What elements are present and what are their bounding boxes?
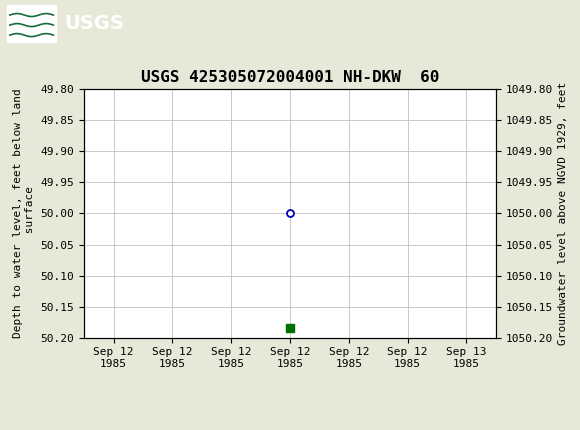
Text: USGS: USGS: [64, 14, 124, 33]
Bar: [285, 324, 295, 332]
Y-axis label: Depth to water level, feet below land
 surface: Depth to water level, feet below land su…: [13, 89, 35, 338]
Bar: [7, 5, 56, 42]
Text: USGS 425305072004001 NH-DKW  60: USGS 425305072004001 NH-DKW 60: [141, 70, 439, 85]
Y-axis label: Groundwater level above NGVD 1929, feet: Groundwater level above NGVD 1929, feet: [559, 82, 568, 345]
